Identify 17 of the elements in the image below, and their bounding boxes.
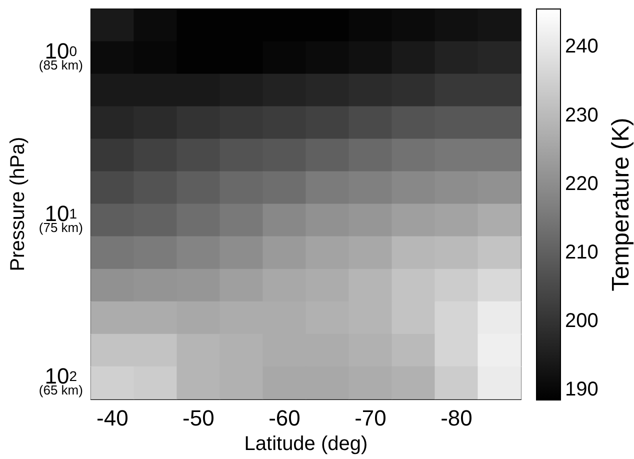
x-tick-label: -70 — [354, 406, 386, 431]
x-tick-label: -40 — [96, 406, 128, 431]
x-tick-label: -60 — [268, 406, 300, 431]
y-tick-label: 101 (75 km) — [38, 200, 83, 235]
color-bar-label: 200 — [565, 310, 598, 332]
color-bar-label: 240 — [565, 36, 598, 58]
x-tick-label: -50 — [182, 406, 214, 431]
color-bar-title: Temperature (K) — [608, 118, 634, 292]
y-axis-title: Pressure (hPa) — [7, 136, 29, 272]
color-bar-label: 190 — [565, 378, 598, 401]
color-bar-label: 230 — [565, 104, 598, 126]
color-bar-label: 220 — [565, 172, 598, 195]
y-tick-label: 102 (65 km) — [38, 363, 83, 398]
color-bar-label: 210 — [565, 242, 598, 264]
x-tick-label: -80 — [440, 406, 472, 431]
x-axis-title: Latitude (deg) — [244, 433, 368, 455]
y-tick-label: 100 (85 km) — [38, 38, 83, 72]
